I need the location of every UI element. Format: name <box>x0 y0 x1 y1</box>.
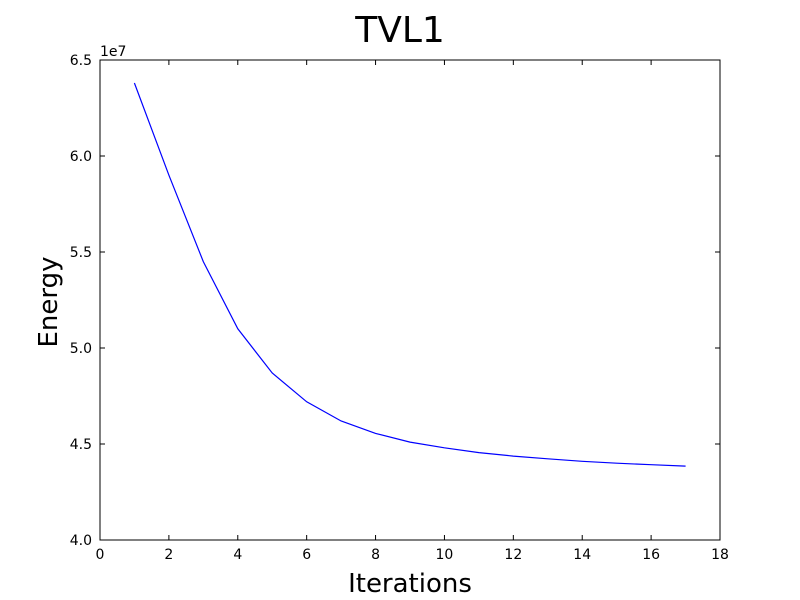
y-tick-label: 4.5 <box>70 437 92 453</box>
y-tick-label: 5.0 <box>70 341 92 357</box>
y-tick-label: 6.5 <box>70 53 92 69</box>
y-tick-label: 5.5 <box>70 245 92 261</box>
x-axis-label: Iterations <box>348 569 472 599</box>
x-tick-label: 16 <box>642 547 660 563</box>
x-tick-label: 4 <box>233 547 242 563</box>
energy-series-line <box>133 82 686 467</box>
plot-frame <box>99 59 721 541</box>
y-tick-label: 6.0 <box>70 149 92 165</box>
chart-title: TVL1 <box>354 10 445 51</box>
y-tick-label: 4.0 <box>70 533 92 549</box>
x-tick-label: 6 <box>302 547 311 563</box>
x-tick-label: 10 <box>436 547 454 563</box>
x-tick-label: 8 <box>371 547 380 563</box>
y-axis-label: Energy <box>34 256 64 347</box>
x-tick-label: 12 <box>504 547 522 563</box>
x-tick-label: 18 <box>711 547 729 563</box>
x-tick-label: 2 <box>164 547 173 563</box>
x-axis-ticks: 0 2 4 6 8 10 12 14 16 18 <box>96 60 729 563</box>
x-tick-label: 0 <box>96 547 105 563</box>
y-axis-offset-label: 1e7 <box>100 44 126 60</box>
y-axis-ticks: 4.0 4.5 5.0 5.5 6.0 6.5 <box>70 53 720 549</box>
x-tick-label: 14 <box>573 547 591 563</box>
